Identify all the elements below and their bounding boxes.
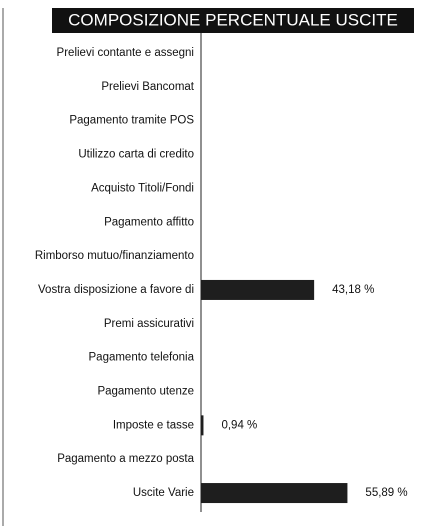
category-label: Uscite Varie: [133, 487, 194, 499]
value-label: 43,18 %: [332, 284, 374, 296]
category-label: Pagamento a mezzo posta: [57, 453, 194, 465]
category-label: Rimborso mutuo/finanziamento: [35, 250, 194, 262]
bar: [201, 279, 315, 300]
category-label: Prelievi Bancomat: [101, 81, 194, 93]
category-label: Imposte e tasse: [113, 419, 194, 431]
title-bar: [52, 8, 414, 33]
category-label: Pagamento telefonia: [89, 352, 195, 364]
value-label: 55,89 %: [365, 487, 407, 499]
category-label: Premi assicurativi: [104, 318, 194, 330]
bar: [201, 483, 348, 504]
category-label: Pagamento tramite POS: [69, 115, 194, 127]
value-label: 0,94 %: [221, 419, 257, 431]
category-label: Vostra disposizione a favore di: [38, 284, 194, 296]
bar: [201, 415, 204, 436]
category-label: Acquisto Titoli/Fondi: [91, 182, 194, 194]
category-label: Prelievi contante e assegni: [57, 47, 194, 59]
category-label: Pagamento utenze: [97, 386, 194, 398]
category-label: Utilizzo carta di credito: [78, 149, 194, 161]
chart-title: COMPOSIZIONE PERCENTUALE USCITE: [68, 10, 398, 29]
category-label: Pagamento affitto: [104, 216, 194, 228]
